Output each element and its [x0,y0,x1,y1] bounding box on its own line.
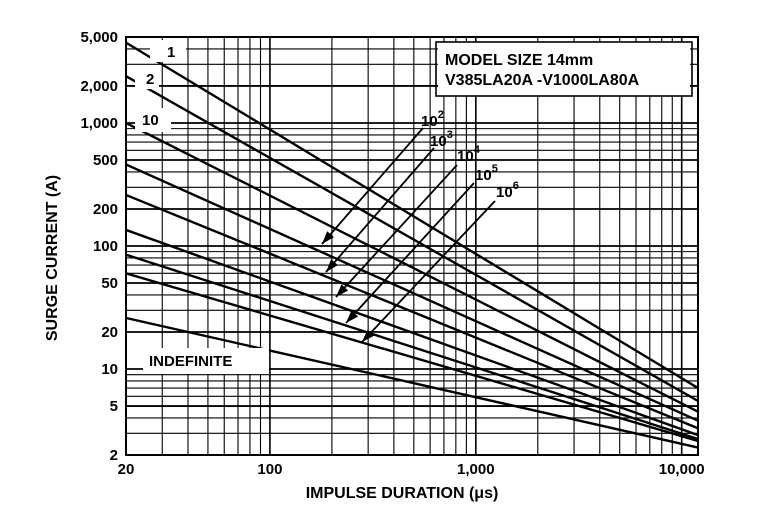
series-line-2 [125,121,699,413]
label-mask [135,108,171,132]
curve-label-10: 10 [142,112,159,129]
pointer-arrow [361,200,496,343]
curve-label-10-3: 103 [430,129,453,150]
series-line-7 [125,272,699,443]
x-tick-label: 100 [257,461,282,478]
arrow-head [362,329,375,342]
x-tick-labels: 20 100 1,000 10,000 [118,461,705,478]
model-range-text: V385LA20A -V1000LA80A [445,72,640,89]
series-line-3 [125,163,699,422]
label-mask [150,40,186,62]
label-mask [438,42,690,96]
x-tick-label: 10,000 [659,461,705,478]
pointer-arrow [335,164,458,298]
y-tick-label: 5 [110,398,118,415]
y-tick-label: 5,000 [80,29,118,46]
label-mask [143,348,269,374]
y-tick-label: 100 [93,238,118,255]
y-axis-label: SURGE CURRENT (A) [44,175,61,341]
x-tick-label: 20 [118,461,135,478]
model-size-text: MODEL SIZE 14mm [445,52,593,69]
pointer-arrow [321,127,424,245]
series-line-1 [125,75,699,402]
label-masks [135,40,693,374]
pointer-arrow [345,182,475,324]
series-line-8 [125,316,699,449]
plot-frame [125,36,699,456]
curve-label-10-4: 104 [457,144,481,165]
y-tick-label: 2,000 [80,78,118,95]
pointer-arrow [325,147,435,273]
y-tick-label: 2 [110,447,118,464]
curve-label-indefinite: INDEFINITE [149,353,232,370]
curve-label-10-6: 106 [496,180,519,201]
arrows-layer [321,127,496,343]
series-line-6 [125,253,699,441]
curve-label-2: 2 [146,71,154,88]
y-tick-label: 1,000 [80,115,118,132]
y-tick-label: 20 [101,324,118,341]
y-tick-label: 200 [93,201,118,218]
label-mask [135,67,159,89]
arrow-head [322,231,334,244]
curves-layer [125,41,699,449]
x-axis-label: IMPULSE DURATION (μs) [306,485,499,502]
arrow-head [346,310,359,323]
curve-label-10-2: 102 [421,109,444,130]
model-info-box [435,41,693,97]
series-line-4 [125,193,699,430]
y-tick-labels: 5,000 2,000 1,000 500 200 100 50 20 10 5 2 [80,29,118,464]
curve-label-1: 1 [167,44,175,61]
curve-label-10-5: 105 [475,163,498,184]
series-line-5 [125,228,699,437]
y-tick-label: 50 [101,275,118,292]
x-tick-label: 1,000 [457,461,495,478]
arrow-head [336,284,349,297]
arrow-head [326,259,338,272]
y-tick-label: 500 [93,152,118,169]
y-tick-label: 10 [101,361,118,378]
